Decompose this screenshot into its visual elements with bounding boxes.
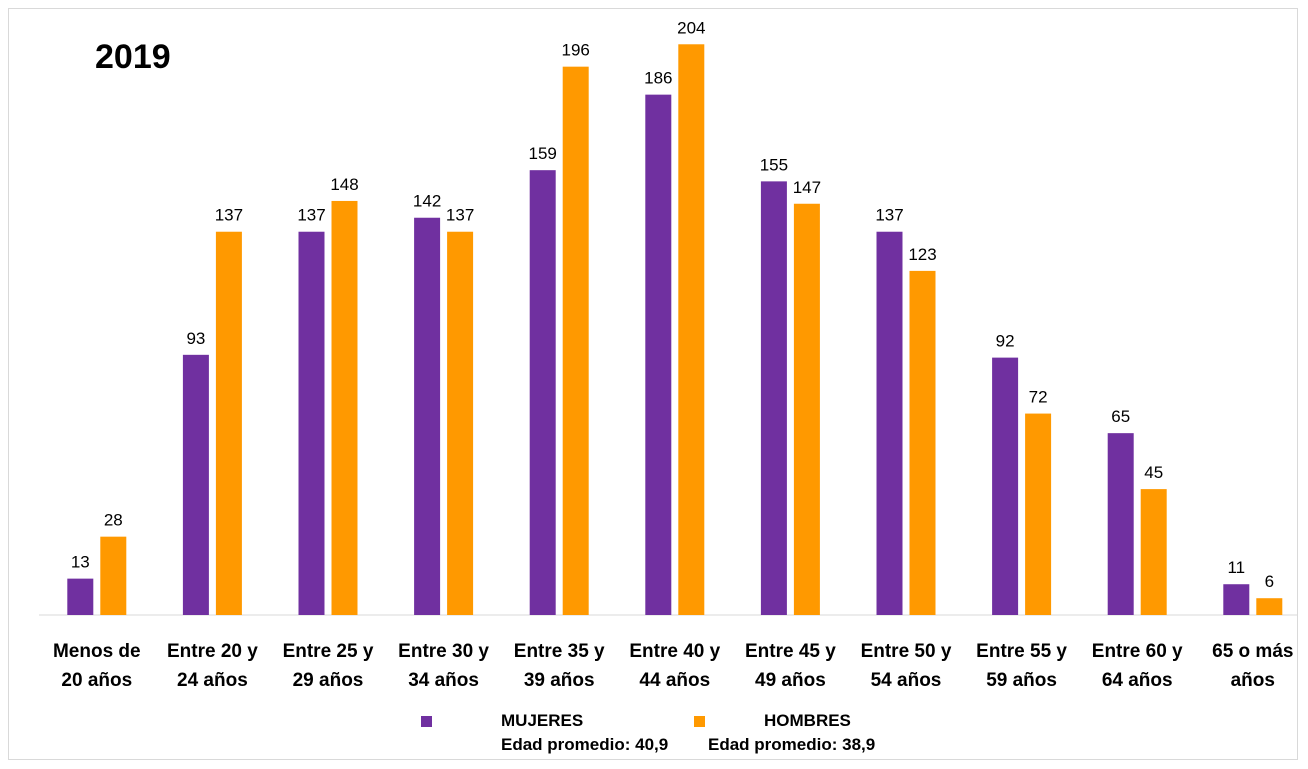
data-label-mujeres-10: 11 xyxy=(1227,558,1245,577)
bar-mujeres-2 xyxy=(298,231,325,615)
tick-label-7-line-0: Entre 50 y xyxy=(861,641,952,662)
tick-label-2-line-0: Entre 25 y xyxy=(283,641,374,662)
data-label-hombres-1: 137 xyxy=(215,206,243,225)
bar-hombres-8 xyxy=(1025,413,1052,615)
tick-label-4-line-0: Entre 35 y xyxy=(514,641,605,662)
bar-hombres-9 xyxy=(1140,489,1167,615)
data-label-mujeres-3: 142 xyxy=(413,192,441,211)
tick-label-4-line-1: 39 años xyxy=(524,670,595,691)
data-label-hombres-8: 72 xyxy=(1029,388,1048,407)
tick-label-6-line-1: 49 años xyxy=(755,670,826,691)
data-label-hombres-4: 196 xyxy=(562,41,590,60)
data-label-mujeres-5: 186 xyxy=(644,69,672,88)
tick-label-9-line-0: Entre 60 y xyxy=(1092,641,1183,662)
tick-label-7-line-1: 54 años xyxy=(871,670,942,691)
data-label-mujeres-7: 137 xyxy=(875,206,903,225)
legend-note-hombres: Edad promedio: 38,9 xyxy=(708,735,876,754)
bar-mujeres-6 xyxy=(760,181,787,615)
bar-mujeres-10 xyxy=(1223,584,1250,615)
tick-label-10-line-0: 65 o más xyxy=(1212,641,1293,662)
data-label-mujeres-0: 13 xyxy=(71,553,90,572)
data-label-hombres-9: 45 xyxy=(1144,463,1163,482)
legend-swatch-hombres xyxy=(694,716,705,727)
tick-label-1-line-1: 24 años xyxy=(177,670,248,691)
bar-mujeres-0 xyxy=(67,578,94,615)
tick-label-2-line-1: 29 años xyxy=(293,670,364,691)
legend-label-hombres: HOMBRES xyxy=(764,711,851,730)
data-labels-group: 13 28 93 137 137 148 142 137 159 196 186 204 155 147 1… xyxy=(71,18,1274,591)
bar-hombres-1 xyxy=(215,231,242,615)
data-label-mujeres-6: 155 xyxy=(760,155,788,174)
bar-hombres-4 xyxy=(562,66,589,615)
legend-swatch-mujeres xyxy=(421,716,432,727)
tick-label-10-line-1: años xyxy=(1231,670,1275,691)
data-label-mujeres-4: 159 xyxy=(529,144,557,163)
bar-mujeres-5 xyxy=(645,94,672,615)
bar-hombres-7 xyxy=(909,270,936,615)
tick-label-5-line-1: 44 años xyxy=(639,670,710,691)
data-label-mujeres-9: 65 xyxy=(1111,407,1130,426)
tick-label-8-line-1: 59 años xyxy=(986,670,1057,691)
bar-hombres-3 xyxy=(447,231,474,615)
bar-mujeres-1 xyxy=(182,354,209,615)
data-label-hombres-0: 28 xyxy=(104,511,123,530)
chart-frame xyxy=(8,8,1298,760)
legend-note-mujeres: Edad promedio: 40,9 xyxy=(501,735,669,754)
bar-mujeres-9 xyxy=(1107,433,1134,615)
data-label-hombres-5: 204 xyxy=(677,18,705,37)
tick-label-6-line-0: Entre 45 y xyxy=(745,641,836,662)
data-label-hombres-6: 147 xyxy=(793,178,821,197)
tick-labels-group: Menos de 20 años Entre 20 y 24 años Entre 25… xyxy=(53,641,1293,691)
data-label-hombres-3: 137 xyxy=(446,206,474,225)
bar-mujeres-3 xyxy=(414,217,441,615)
data-label-mujeres-1: 93 xyxy=(186,329,205,348)
tick-label-0-line-0: Menos de xyxy=(53,641,141,662)
tick-label-9-line-1: 64 años xyxy=(1102,670,1173,691)
tick-label-8-line-0: Entre 55 y xyxy=(976,641,1067,662)
tick-label-3-line-0: Entre 30 y xyxy=(398,641,489,662)
bar-mujeres-7 xyxy=(876,231,903,615)
bar-hombres-5 xyxy=(678,44,705,616)
bar-hombres-10 xyxy=(1256,598,1283,615)
data-label-mujeres-8: 92 xyxy=(996,332,1015,351)
bar-hombres-2 xyxy=(331,200,358,615)
bar-mujeres-8 xyxy=(992,357,1019,615)
data-label-mujeres-2: 137 xyxy=(297,206,325,225)
legend-label-mujeres: MUJERES xyxy=(501,711,584,730)
chart-title: 2019 xyxy=(95,38,171,76)
tick-label-5-line-0: Entre 40 y xyxy=(629,641,720,662)
tick-label-3-line-1: 34 años xyxy=(408,670,479,691)
tick-label-0-line-1: 20 años xyxy=(61,670,132,691)
bar-hombres-6 xyxy=(793,203,820,615)
tick-label-1-line-0: Entre 20 y xyxy=(167,641,258,662)
bar-hombres-0 xyxy=(100,536,127,615)
data-label-hombres-7: 123 xyxy=(908,245,936,264)
bar-mujeres-4 xyxy=(529,170,556,615)
data-label-hombres-10: 6 xyxy=(1265,572,1274,591)
data-label-hombres-2: 148 xyxy=(330,175,358,194)
bars-group xyxy=(67,44,1283,616)
